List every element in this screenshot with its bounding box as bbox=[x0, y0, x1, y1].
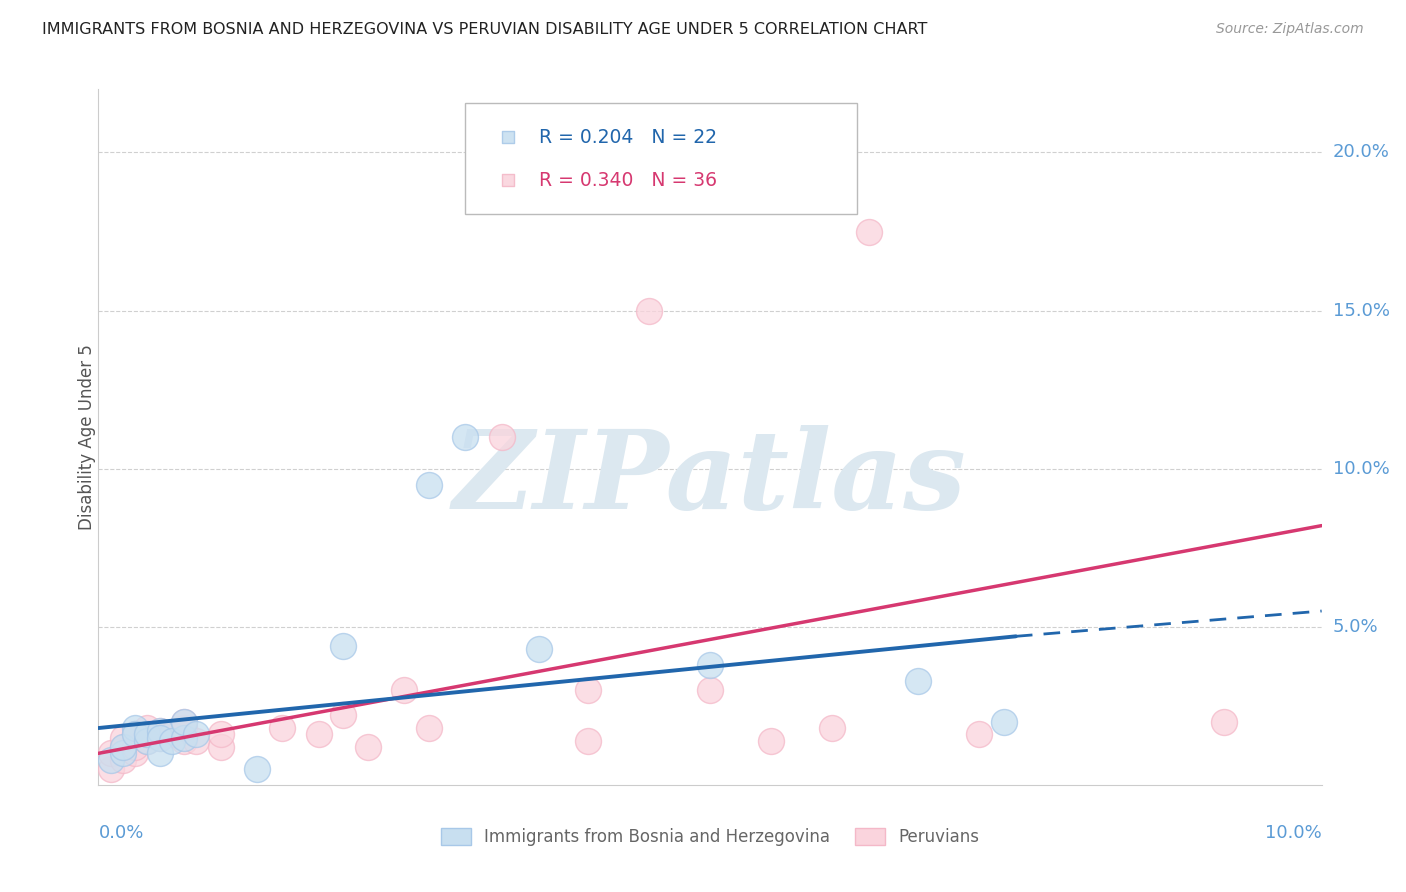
Text: 10.0%: 10.0% bbox=[1265, 824, 1322, 842]
Point bbox=[124, 739, 146, 754]
Point bbox=[967, 727, 990, 741]
Point bbox=[149, 731, 172, 745]
Text: 20.0%: 20.0% bbox=[1333, 144, 1389, 161]
Point bbox=[100, 747, 122, 761]
Point bbox=[136, 733, 159, 747]
Point bbox=[149, 747, 172, 761]
Point bbox=[418, 721, 440, 735]
Point bbox=[576, 733, 599, 747]
Point bbox=[186, 733, 208, 747]
Point bbox=[173, 714, 195, 729]
Point bbox=[699, 657, 721, 672]
Point bbox=[491, 430, 513, 444]
Text: R = 0.204   N = 22: R = 0.204 N = 22 bbox=[538, 128, 717, 147]
Point bbox=[454, 430, 477, 444]
Point bbox=[124, 727, 146, 741]
Point bbox=[576, 683, 599, 698]
Point bbox=[111, 753, 134, 767]
FancyBboxPatch shape bbox=[465, 103, 856, 214]
Point bbox=[1212, 714, 1234, 729]
Point bbox=[246, 762, 269, 776]
Point bbox=[124, 721, 146, 735]
Point bbox=[392, 683, 416, 698]
Point bbox=[356, 739, 378, 754]
Point bbox=[209, 727, 232, 741]
Point bbox=[527, 642, 550, 657]
Point bbox=[858, 225, 880, 239]
Point bbox=[124, 727, 146, 741]
Point bbox=[418, 477, 440, 491]
Text: IMMIGRANTS FROM BOSNIA AND HERZEGOVINA VS PERUVIAN DISABILITY AGE UNDER 5 CORREL: IMMIGRANTS FROM BOSNIA AND HERZEGOVINA V… bbox=[42, 22, 928, 37]
Point bbox=[186, 727, 208, 741]
Text: 0.0%: 0.0% bbox=[98, 824, 143, 842]
Text: Source: ZipAtlas.com: Source: ZipAtlas.com bbox=[1216, 22, 1364, 37]
Point bbox=[699, 683, 721, 698]
Point bbox=[821, 721, 844, 735]
Point bbox=[100, 753, 122, 767]
Point bbox=[332, 639, 354, 653]
Point bbox=[136, 721, 159, 735]
Point bbox=[124, 747, 146, 761]
Point bbox=[136, 727, 159, 741]
Point bbox=[637, 303, 661, 318]
Point bbox=[173, 721, 195, 735]
Point bbox=[149, 724, 172, 739]
Point bbox=[270, 721, 292, 735]
Text: R = 0.340   N = 36: R = 0.340 N = 36 bbox=[538, 170, 717, 190]
Point bbox=[308, 727, 330, 741]
Point bbox=[111, 739, 134, 754]
Point bbox=[907, 673, 929, 688]
Point bbox=[100, 762, 122, 776]
Point bbox=[136, 727, 159, 741]
Point bbox=[332, 708, 354, 723]
Text: ZIPatlas: ZIPatlas bbox=[453, 425, 967, 533]
Point bbox=[136, 733, 159, 747]
Point bbox=[173, 714, 195, 729]
Text: 5.0%: 5.0% bbox=[1333, 618, 1378, 636]
Point bbox=[111, 731, 134, 745]
Point bbox=[160, 733, 183, 747]
Y-axis label: Disability Age Under 5: Disability Age Under 5 bbox=[79, 344, 96, 530]
Point bbox=[111, 739, 134, 754]
Point bbox=[173, 731, 195, 745]
Point bbox=[160, 727, 183, 741]
Legend: Immigrants from Bosnia and Herzegovina, Peruvians: Immigrants from Bosnia and Herzegovina, … bbox=[434, 822, 986, 853]
Point bbox=[759, 733, 782, 747]
Point bbox=[173, 733, 195, 747]
Point bbox=[111, 747, 134, 761]
Point bbox=[993, 714, 1015, 729]
Text: 10.0%: 10.0% bbox=[1333, 459, 1389, 478]
Point bbox=[149, 724, 172, 739]
Point bbox=[209, 739, 232, 754]
Text: 15.0%: 15.0% bbox=[1333, 301, 1389, 319]
Point bbox=[149, 731, 172, 745]
